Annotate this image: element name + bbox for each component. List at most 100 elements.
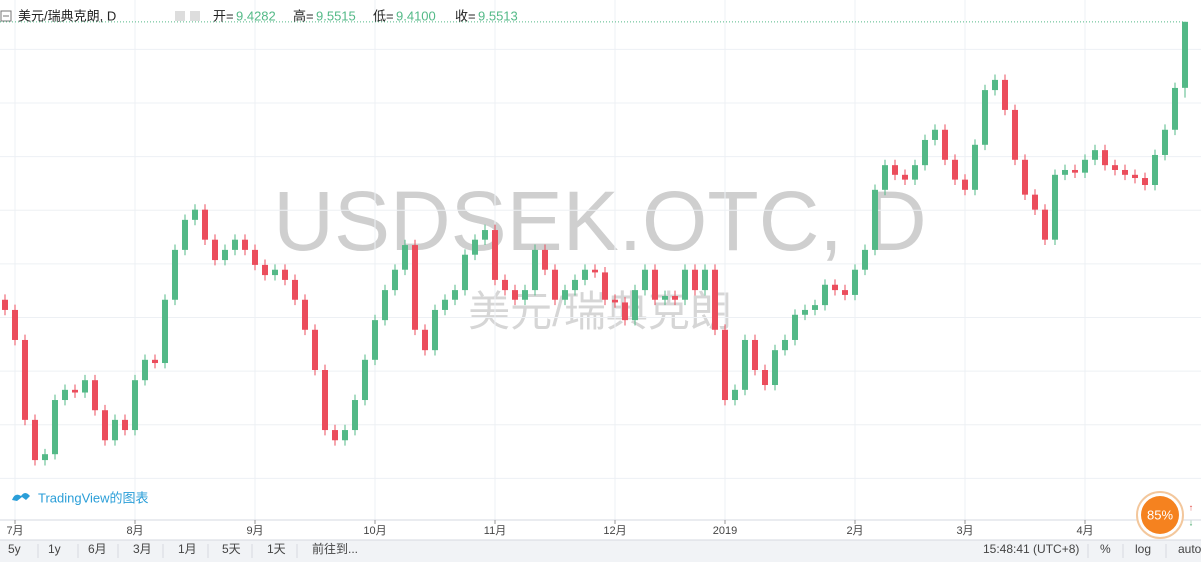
candle-body	[942, 129, 948, 160]
candle-body	[632, 290, 638, 321]
x-tick-label: 2月	[846, 525, 863, 537]
candle-body	[1122, 169, 1128, 175]
watermark-name: 美元/瑞典克朗	[468, 288, 732, 335]
option-button[interactable]: %	[1100, 542, 1111, 556]
candle-body	[752, 339, 758, 370]
candle-body	[762, 370, 768, 386]
ohlc-value: 9.5513	[478, 8, 518, 23]
candle-body	[172, 249, 178, 300]
candle-body	[682, 269, 688, 300]
candle-body	[332, 430, 338, 441]
candle-body	[902, 174, 908, 180]
candle-body	[422, 329, 428, 351]
candle-body	[132, 380, 138, 431]
candle-body	[792, 314, 798, 340]
settings-icon[interactable]	[175, 11, 185, 21]
candle-body	[642, 269, 648, 291]
candle-body	[22, 339, 28, 420]
x-tick-label: 4月	[1076, 525, 1093, 537]
badge[interactable]	[1141, 496, 1179, 534]
candle-body	[542, 249, 548, 270]
candle-body	[602, 272, 608, 300]
option-button[interactable]: auto	[1178, 542, 1201, 556]
candle-body	[72, 389, 78, 393]
range-button[interactable]: 1天	[267, 542, 286, 556]
candle-body	[1182, 21, 1188, 88]
candle-body	[42, 454, 48, 461]
collapse-icon[interactable]	[0, 10, 12, 22]
goto-button[interactable]: 前往到...	[312, 541, 358, 556]
x-tick-label: 11月	[484, 525, 506, 537]
candle-body	[992, 79, 998, 91]
x-tick-label: 9月	[246, 525, 263, 537]
candle-body	[952, 159, 958, 180]
toolbar	[0, 540, 1201, 562]
candle-body	[262, 264, 268, 276]
candle-body	[962, 179, 968, 190]
clock: 15:48:41 (UTC+8)	[983, 542, 1079, 556]
range-button[interactable]: 3月	[133, 542, 152, 556]
candle-body	[1082, 159, 1088, 173]
candle-body	[832, 284, 838, 291]
candle-body	[242, 239, 248, 250]
candle-body	[382, 290, 388, 321]
x-tick-label: 7月	[6, 525, 23, 537]
candle-body	[612, 299, 618, 303]
candle-body	[882, 165, 888, 190]
candle-body	[462, 254, 468, 291]
candle-body	[302, 299, 308, 330]
candle-body	[862, 249, 868, 270]
candle-body	[842, 290, 848, 295]
candle-body	[1062, 169, 1068, 175]
candle-body	[402, 245, 408, 270]
ohlc-value: 9.4100	[396, 8, 436, 23]
watermark-symbol: USDSEK.OTC, D	[273, 174, 926, 268]
candle-body	[592, 269, 598, 273]
candle-body	[582, 269, 588, 280]
candle-body	[732, 389, 738, 401]
option-button[interactable]: log	[1135, 542, 1151, 556]
candle-body	[802, 309, 808, 315]
candle-body	[412, 245, 418, 330]
candle-body	[492, 230, 498, 280]
candle-body	[442, 299, 448, 310]
candle-body	[162, 299, 168, 364]
settings-icon[interactable]	[190, 11, 200, 21]
candle-body	[782, 339, 788, 351]
ohlc-legend: 开= 9.4282 高= 9.5515 低= 9.4100 收= 9.5513	[213, 8, 518, 23]
candle-body	[52, 400, 58, 455]
logo-text[interactable]: TradingView的图表	[38, 490, 149, 505]
candle-body	[482, 230, 488, 240]
toolbar-items: 5y 1y 6月 3月 1月 5天 1天 前往到... 15:48:41 (UTC+8)% log…	[8, 541, 1201, 558]
candle-body	[82, 380, 88, 393]
candle-body	[472, 239, 478, 255]
candle-body	[342, 430, 348, 441]
candle-body	[212, 239, 218, 261]
x-tick-label: 12月	[603, 525, 626, 537]
candle-body	[282, 269, 288, 280]
candle-body	[672, 296, 678, 300]
candle-body	[362, 359, 368, 401]
candle-body	[2, 299, 8, 310]
candle-body	[1092, 150, 1098, 160]
range-button[interactable]: 5天	[222, 542, 241, 556]
range-button[interactable]: 6月	[88, 542, 107, 556]
candle-body	[252, 249, 258, 265]
range-button[interactable]: 1y	[48, 542, 61, 556]
candle-body	[872, 189, 878, 250]
candle-body	[1142, 178, 1148, 185]
range-button[interactable]: 1月	[178, 542, 197, 556]
candle-body	[1022, 159, 1028, 195]
range-button[interactable]: 5y	[8, 542, 21, 556]
candle-body	[192, 209, 198, 220]
candle-body	[1012, 109, 1018, 160]
candle-body	[232, 239, 238, 250]
candle-body	[182, 219, 188, 250]
candle-body	[152, 359, 158, 364]
candle-body	[372, 320, 378, 360]
candle-body	[142, 359, 148, 381]
candle-body	[572, 279, 578, 291]
x-tick-label: 10月	[363, 525, 386, 537]
ohlc-value: 9.5515	[316, 8, 356, 23]
candle-body	[822, 284, 828, 306]
